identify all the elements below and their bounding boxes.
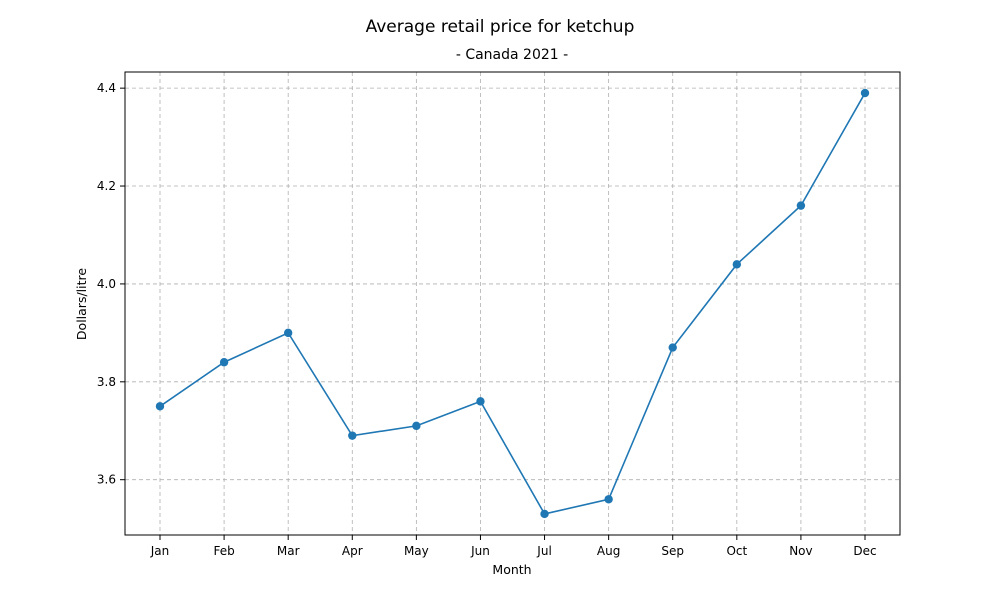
data-point [540,509,549,519]
data-point [732,260,742,269]
data-point [860,88,870,98]
y-tick-label: 4.4 [97,81,116,95]
data-point [604,495,613,504]
chart-title: Average retail price for ketchup [366,17,635,37]
data-point [348,431,357,440]
x-axis-label: Month [492,562,531,577]
x-tick-label: Apr [342,544,363,558]
data-point [219,358,229,367]
x-tick-label: Nov [789,544,812,558]
data-point [476,397,485,406]
y-tick-label: 3.8 [97,375,116,389]
x-tick-label: Jun [470,544,490,558]
x-tick-label: Jan [150,544,170,558]
grid-lines [125,72,900,535]
x-tick-label: Feb [213,544,234,558]
series-line [159,92,866,515]
y-tick-label: 3.6 [97,473,116,487]
y-tick-label: 4.2 [97,179,116,193]
data-point [796,201,806,210]
y-tick-label: 4.0 [97,277,116,291]
x-tick-labels: Jan Feb Mar Apr May Jun Jul Aug Sep Oct Nov Dec [150,544,877,558]
x-tick-label: May [404,544,429,558]
data-point [668,343,677,352]
data-point [283,328,293,338]
x-tick-label: Oct [726,544,747,558]
x-tick-label: Jul [536,544,551,558]
chart-subtitle: - Canada 2021 - [456,47,568,63]
axis-ticks [120,87,866,540]
x-tick-label: Sep [661,544,684,558]
y-tick-labels: 3.6 3.8 4.0 4.2 4.4 [97,81,116,487]
y-axis-label: Dollars/litre [74,268,89,340]
data-point [412,421,421,431]
x-tick-label: Aug [597,544,620,558]
x-tick-label: Dec [853,544,876,558]
series-group [155,88,870,519]
x-tick-label: Mar [277,544,300,558]
plot-frame [124,71,901,536]
data-point [155,402,165,411]
